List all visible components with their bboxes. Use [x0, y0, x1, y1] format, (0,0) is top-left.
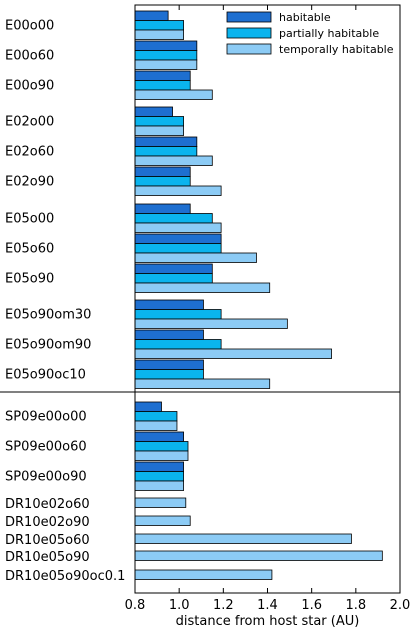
category-label: E05o00	[5, 211, 54, 226]
bar-E05o90-partially-habitable	[134, 273, 213, 284]
category-label: SP09e00o00	[5, 409, 87, 424]
bar-E02o90-habitable	[134, 166, 191, 177]
bar-E05o90om30-habitable	[134, 299, 204, 310]
bar-E05o90-habitable	[134, 263, 213, 274]
category-label: E02o00	[5, 114, 54, 129]
bar-E00o00-partially-habitable	[134, 20, 184, 31]
x-axis-label: distance from host star (AU)	[176, 614, 360, 629]
category-label: DR10e05o90oc0.1	[5, 569, 125, 584]
category-label: DR10e02o60	[5, 497, 90, 512]
bar-E05o90om90-habitable	[134, 329, 204, 340]
bar-E00o60-partially-habitable	[134, 50, 198, 61]
bar-E05o00-partially-habitable	[134, 213, 213, 224]
category-label: E05o90oc10	[5, 367, 86, 382]
bar-E05o00-habitable	[134, 203, 191, 214]
legend-label: partially habitable	[279, 27, 379, 40]
bars-layer	[134, 10, 383, 580]
legend-swatch-temporally-habitable	[226, 43, 272, 55]
bar-SP09e00o60-habitable	[134, 431, 184, 442]
category-label: E05o90om90	[5, 337, 91, 352]
bar-E00o00-temporally-habitable	[134, 29, 184, 40]
bar-E00o90-habitable	[134, 70, 191, 81]
bar-E02o60-temporally-habitable	[134, 155, 213, 166]
bar-E02o60-habitable	[134, 136, 198, 147]
bar-E05o60-partially-habitable	[134, 243, 222, 254]
bar-E00o90-partially-habitable	[134, 80, 191, 91]
bar-DR10e05o90-temporally-habitable	[134, 550, 383, 561]
bar-SP09e00o90-temporally-habitable	[134, 480, 184, 491]
bar-E02o60-partially-habitable	[134, 146, 198, 157]
bar-SP09e00o60-partially-habitable	[134, 441, 189, 452]
category-label: E00o60	[5, 48, 54, 63]
bar-DR10e05o60-temporally-habitable	[134, 533, 352, 544]
category-label: E02o90	[5, 174, 54, 189]
x-tick-label: 1.8	[345, 598, 366, 613]
bar-E00o60-habitable	[134, 40, 198, 51]
x-tick-label: 2.0	[390, 598, 411, 613]
bar-SP09e00o90-partially-habitable	[134, 471, 184, 482]
bar-E00o00-habitable	[134, 10, 169, 21]
category-label: SP09e00o60	[5, 439, 87, 454]
bar-E05o60-habitable	[134, 233, 222, 244]
x-tick-label: 1.4	[257, 598, 278, 613]
category-label: E05o60	[5, 241, 54, 256]
bar-E02o00-habitable	[134, 106, 173, 117]
category-label: DR10e05o90	[5, 550, 90, 565]
bar-SP09e00o00-temporally-habitable	[134, 420, 178, 431]
category-label: E00o00	[5, 18, 54, 33]
bar-E02o90-partially-habitable	[134, 176, 191, 187]
category-label: E02o60	[5, 144, 54, 159]
category-label: E00o90	[5, 78, 54, 93]
bar-E05o00-temporally-habitable	[134, 222, 222, 233]
category-label: DR10e02o90	[5, 515, 90, 530]
category-label: SP09e00o90	[5, 469, 87, 484]
bar-E05o90oc10-temporally-habitable	[134, 378, 271, 389]
bar-E00o60-temporally-habitable	[134, 59, 198, 70]
legend-swatch-partially-habitable	[226, 27, 272, 39]
bar-SP09e00o60-temporally-habitable	[134, 450, 189, 461]
bar-E02o90-temporally-habitable	[134, 185, 222, 196]
legend: habitable partially habitable temporally h…	[226, 11, 394, 56]
legend-label: habitable	[279, 11, 331, 24]
legend-label: temporally habitable	[279, 43, 394, 56]
x-tick-label: 1.6	[301, 598, 322, 613]
bar-SP09e00o00-partially-habitable	[134, 411, 178, 422]
x-axis-ticks: 0.8 1.0 1.2 1.4 1.6 1.8 2.0	[125, 5, 411, 613]
bar-E05o90om90-temporally-habitable	[134, 348, 332, 359]
category-label: E05o90om30	[5, 307, 91, 322]
bar-E02o00-partially-habitable	[134, 116, 184, 127]
category-labels: E00o00 E00o60 E00o90 E02o00 E02o60 E02o90 E05o…	[5, 18, 125, 584]
bar-SP09e00o90-habitable	[134, 461, 184, 472]
x-tick-label: 0.8	[125, 598, 146, 613]
bar-E05o90oc10-partially-habitable	[134, 369, 204, 380]
bar-E05o60-temporally-habitable	[134, 252, 257, 263]
bar-E05o90om30-partially-habitable	[134, 309, 222, 320]
bar-E05o90oc10-habitable	[134, 359, 204, 370]
bar-E05o90om90-partially-habitable	[134, 339, 222, 350]
category-label: E05o90	[5, 271, 54, 286]
x-tick-label: 1.2	[213, 598, 234, 613]
bar-E02o00-temporally-habitable	[134, 125, 184, 136]
bar-E05o90om30-temporally-habitable	[134, 318, 288, 329]
bar-SP09e00o00-habitable	[134, 401, 162, 412]
bar-DR10e02o60-temporally-habitable	[134, 497, 187, 508]
bar-DR10e05o90oc0.1-temporally-habitable	[134, 569, 273, 580]
category-label: DR10e05o60	[5, 533, 90, 548]
bar-DR10e02o90-temporally-habitable	[134, 515, 191, 526]
bar-E00o90-temporally-habitable	[134, 89, 213, 100]
legend-swatch-habitable	[226, 11, 272, 23]
x-tick-label: 1.0	[169, 598, 190, 613]
bar-E05o90-temporally-habitable	[134, 282, 271, 293]
